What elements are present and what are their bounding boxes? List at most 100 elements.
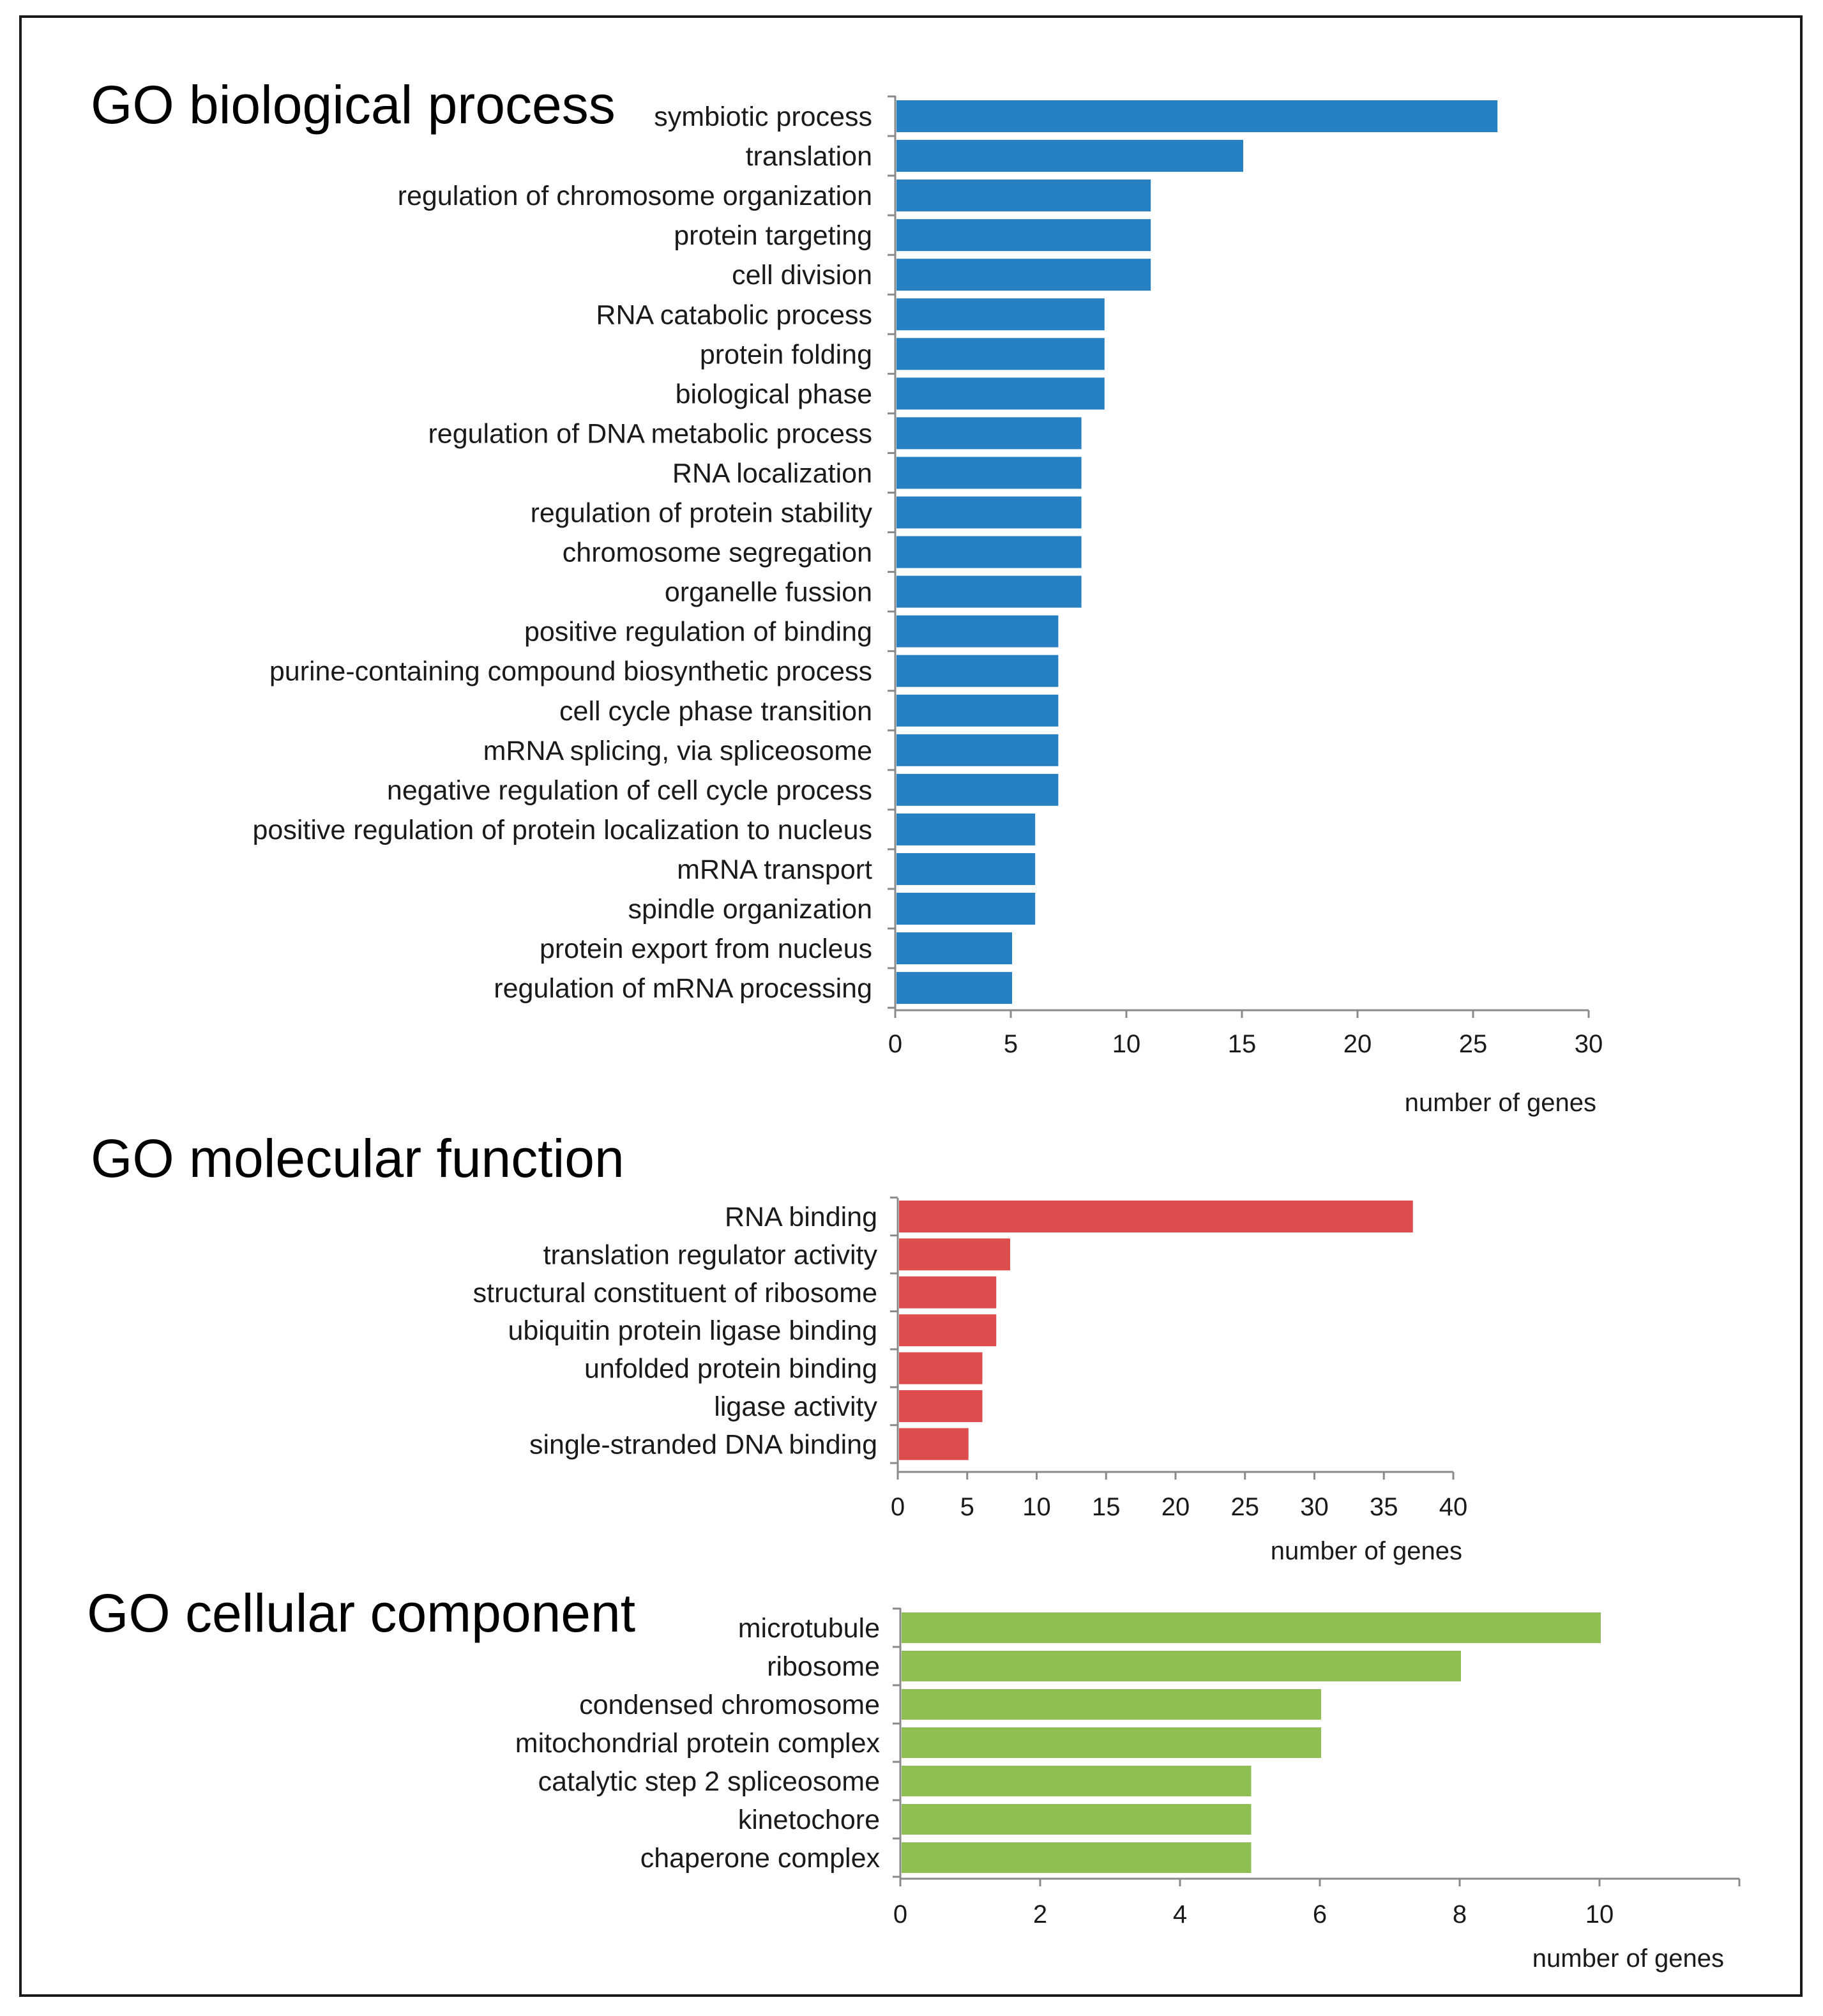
bp-category-label: RNA catabolic process xyxy=(596,299,872,330)
bp-category-label: cell division xyxy=(732,260,872,291)
cc-bar xyxy=(902,1689,1321,1720)
cc-chart: 0 2 4 6 8 10 microtubule ribosome condensed chro… xyxy=(515,1607,1741,1973)
mf-bar xyxy=(899,1390,983,1422)
bp-bar xyxy=(896,377,1105,410)
cc-title: GO cellular component xyxy=(87,1583,636,1643)
cc-bar xyxy=(902,1842,1252,1873)
mf-x-tick-label: 30 xyxy=(1300,1493,1329,1521)
bp-bar xyxy=(896,179,1151,212)
bp-category-label: mRNA splicing, via spliceosome xyxy=(483,736,872,766)
bp-bar xyxy=(896,298,1105,331)
bp-category-label: regulation of mRNA processing xyxy=(494,973,872,1004)
bp-bar xyxy=(896,813,1036,845)
bp-bar xyxy=(896,853,1036,885)
bp-x-tick-label: 30 xyxy=(1575,1030,1603,1058)
bp-bar xyxy=(896,655,1059,687)
mf-category-label: ligase activity xyxy=(714,1391,877,1422)
cc-category-label: kinetochore xyxy=(738,1805,880,1835)
cc-bar xyxy=(902,1766,1252,1796)
bp-x-tick-label: 15 xyxy=(1228,1030,1257,1058)
bp-category-label: biological phase xyxy=(676,379,872,409)
mf-x-axis-label: number of genes xyxy=(1271,1537,1462,1565)
bp-bar xyxy=(896,615,1059,648)
mf-x-tick-label: 15 xyxy=(1092,1493,1121,1521)
bp-category-label: purine-containing compound biosynthetic … xyxy=(269,656,872,687)
mf-x-tick-label: 0 xyxy=(891,1493,905,1521)
mf-x-tick-label: 10 xyxy=(1022,1493,1051,1521)
bp-bar xyxy=(896,734,1059,766)
bp-category-label: protein export from nucleus xyxy=(540,934,872,964)
bp-category-label: regulation of protein stability xyxy=(531,498,873,529)
mf-category-label: single-stranded DNA binding xyxy=(529,1429,877,1460)
bp-category-label: positive regulation of protein localizat… xyxy=(253,815,872,845)
bp-bar xyxy=(896,575,1082,608)
bp-bar xyxy=(896,536,1082,568)
cc-x-tick-label: 6 xyxy=(1313,1900,1327,1929)
bp-x-tick-label: 25 xyxy=(1459,1030,1488,1058)
bp-category-label: mRNA transport xyxy=(677,854,872,885)
bp-bar xyxy=(896,496,1082,529)
cc-bar xyxy=(902,1727,1321,1758)
bp-x-axis-label: number of genes xyxy=(1405,1089,1596,1117)
bp-category-label: cell cycle phase transition xyxy=(559,696,872,727)
bp-bar xyxy=(896,893,1036,925)
mf-bar xyxy=(899,1352,983,1384)
bp-category-label: negative regulation of cell cycle proces… xyxy=(387,775,872,806)
cc-category-label: microtubule xyxy=(738,1613,880,1644)
mf-bar xyxy=(899,1238,1010,1271)
cc-bar xyxy=(902,1651,1461,1681)
bp-category-label: protein folding xyxy=(700,339,872,370)
mf-title: GO molecular function xyxy=(91,1128,624,1188)
mf-x-tick-label: 25 xyxy=(1231,1493,1260,1521)
bp-x-tick-label: 5 xyxy=(1004,1030,1018,1058)
bp-category-label: symbiotic process xyxy=(654,102,872,132)
bp-x-tick-label: 0 xyxy=(888,1030,902,1058)
cc-x-tick-label: 10 xyxy=(1585,1900,1614,1929)
cc-x-tick-label: 0 xyxy=(893,1900,907,1929)
mf-x-tick-label: 5 xyxy=(960,1493,974,1521)
bp-category-label: RNA localization xyxy=(672,458,872,489)
bp-category-label: organelle fussion xyxy=(665,577,872,608)
bp-title: GO biological process xyxy=(91,75,616,135)
cc-bar xyxy=(902,1804,1252,1835)
mf-category-label: unfolded protein binding xyxy=(584,1354,877,1384)
cc-x-axis-label: number of genes xyxy=(1532,1944,1724,1973)
mf-bar xyxy=(899,1428,969,1460)
mf-category-label: ubiquitin protein ligase binding xyxy=(508,1315,877,1346)
cc-x-tick-label: 2 xyxy=(1033,1900,1047,1929)
mf-category-label: structural constituent of ribosome xyxy=(473,1278,877,1308)
bp-bar xyxy=(896,417,1082,450)
bp-category-label: spindle organization xyxy=(628,894,873,925)
mf-x-tick-label: 35 xyxy=(1370,1493,1398,1521)
bp-bar xyxy=(896,140,1243,172)
cc-category-label: condensed chromosome xyxy=(579,1690,880,1720)
bp-bar xyxy=(896,932,1012,965)
cc-category-label: chaperone complex xyxy=(640,1843,881,1874)
cc-category-label: catalytic step 2 spliceosome xyxy=(538,1766,880,1797)
bp-category-label: protein targeting xyxy=(674,220,872,251)
cc-x-tick-label: 8 xyxy=(1453,1900,1467,1929)
bp-bar xyxy=(896,219,1151,252)
mf-category-label: RNA binding xyxy=(725,1202,877,1232)
mf-category-label: translation regulator activity xyxy=(543,1239,878,1270)
bp-bar xyxy=(896,457,1082,489)
bp-category-label: regulation of chromosome organization xyxy=(398,181,872,211)
bp-x-tick-label: 20 xyxy=(1343,1030,1372,1058)
mf-x-tick-label: 40 xyxy=(1439,1493,1468,1521)
bp-bar xyxy=(896,694,1059,727)
mf-chart: 0 5 10 15 20 25 30 35 40 RNA binding translation r… xyxy=(473,1196,1468,1565)
bp-chart: 0 5 10 15 20 25 30 symbiotic process translation… xyxy=(253,95,1603,1117)
mf-bar xyxy=(899,1276,997,1308)
cc-category-label: ribosome xyxy=(767,1651,880,1682)
cc-bar xyxy=(902,1612,1601,1643)
bp-bar xyxy=(896,338,1105,370)
bp-bar xyxy=(896,972,1012,1004)
bp-category-label: translation xyxy=(746,141,872,172)
mf-bar xyxy=(899,1201,1413,1232)
bp-category-label: positive regulation of binding xyxy=(524,617,872,648)
mf-bar xyxy=(899,1314,997,1347)
bp-category-label: regulation of DNA metabolic process xyxy=(428,418,872,449)
bp-category-label: chromosome segregation xyxy=(563,538,872,568)
bp-bar xyxy=(896,773,1059,806)
